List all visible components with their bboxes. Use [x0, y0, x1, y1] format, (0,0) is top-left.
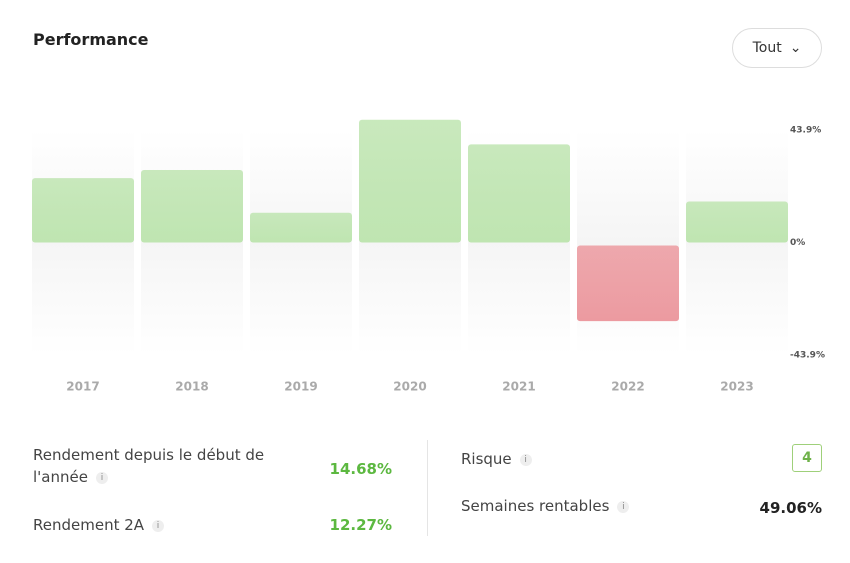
bar	[359, 119, 461, 243]
bar	[686, 201, 788, 243]
x-tick-label: 2019	[284, 380, 317, 394]
stat-value: 49.06%	[759, 499, 822, 517]
stat-label: Rendement depuis le début de l'année i	[33, 444, 303, 488]
column-bg	[359, 242, 461, 355]
stat-label-text: Semaines rentables	[461, 497, 610, 515]
y-tick-label: 43.9%	[790, 126, 821, 136]
button-label[interactable]: Tout	[752, 40, 782, 56]
risk-badge: 4	[792, 444, 822, 472]
y-tick-label: -43.9%	[790, 351, 825, 361]
divider	[427, 440, 428, 536]
bar	[468, 144, 570, 243]
x-tick-label: 2021	[502, 380, 535, 394]
y-tick-label: 0%	[790, 238, 805, 248]
chart: -43.9% 0% 43.9% 2017 2018 2019 2020 2021 2022 202…	[32, 119, 825, 394]
bar	[141, 169, 243, 243]
period-button[interactable]: Tout ⌄	[732, 28, 822, 68]
stat-label-text: Risque	[461, 450, 512, 468]
column-bg	[250, 242, 352, 355]
stat-label: Semaines rentables i	[461, 497, 630, 515]
stat-label-text: Rendement depuis le début de l'année	[33, 446, 265, 486]
stat-label: Risque i	[461, 450, 532, 468]
x-tick-label: 2022	[611, 380, 644, 394]
info-icon[interactable]: i	[95, 471, 108, 484]
column-bg	[468, 242, 570, 355]
stat-value: 12.27%	[329, 516, 392, 534]
x-tick-label: 2018	[175, 380, 208, 394]
title: Performance	[33, 30, 149, 49]
stat-value: 14.68%	[329, 460, 392, 478]
x-tick-label: 2017	[66, 380, 99, 394]
x-tick-label: 2020	[393, 380, 426, 394]
info-icon[interactable]: i	[519, 453, 532, 466]
column-bg	[141, 242, 243, 355]
chevron[interactable]: ⌄	[789, 40, 802, 56]
stat-label-text: Rendement 2A	[33, 516, 145, 534]
info-icon[interactable]: i	[617, 500, 630, 513]
x-tick-label: 2023	[720, 380, 753, 394]
bar	[577, 245, 679, 322]
info-icon[interactable]: i	[152, 519, 165, 532]
bar	[250, 212, 352, 243]
column-bg	[686, 242, 788, 355]
column-bg	[577, 130, 679, 243]
stat-label: Rendement 2A i	[33, 516, 165, 534]
column-bg	[32, 242, 134, 355]
bar	[32, 178, 134, 243]
